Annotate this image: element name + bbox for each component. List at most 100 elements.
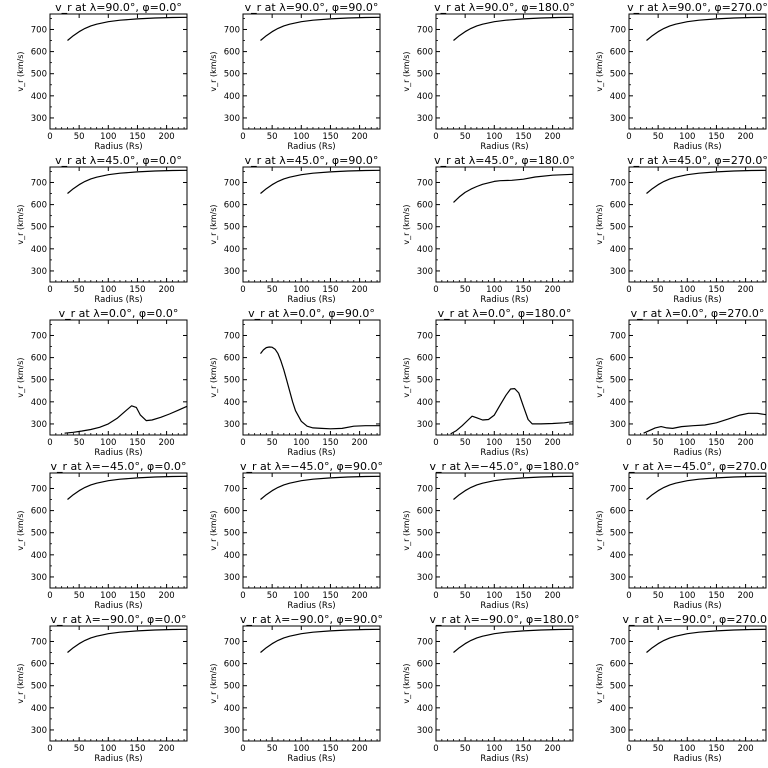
subplot-2: v_r at λ=90.0°, φ=90.0° 0 50 100 150 200 300 40… [209,1,381,152]
x-tick-label: 50 [653,285,664,295]
y-tick-label: 300 [610,114,626,124]
y-tick-label: 700 [224,637,240,647]
y-tick-label: 300 [224,267,240,277]
x-tick-label: 50 [653,744,664,754]
x-tick-label: 100 [486,438,502,448]
x-tick-label: 150 [708,438,724,448]
x-tick-label: 50 [460,438,471,448]
x-axis-label: Radius (Rs) [94,295,142,305]
x-axis-label: Radius (Rs) [673,295,721,305]
subplot-title: v_r at λ=0.0°, φ=90.0° [248,307,375,320]
y-tick-label: 300 [31,573,47,583]
x-tick-label: 50 [267,438,278,448]
x-tick-label: 200 [351,285,367,295]
y-tick-label: 300 [224,573,240,583]
subplot-16: v_r at λ=−45.0°, φ=270.0° 0 50 100 150 200 300… [595,460,768,611]
x-tick-label: 200 [351,132,367,142]
x-tick-label: 200 [737,591,753,601]
y-tick-label: 300 [31,267,47,277]
plot-frame [435,319,574,436]
y-axis-label: v_r (km/s) [402,510,411,550]
x-tick-label: 150 [129,438,145,448]
y-tick-label: 400 [224,704,240,714]
subplot-10: v_r at λ=0.0°, φ=90.0° 0 50 100 150 200 300 400… [209,307,381,458]
y-axis-label: v_r (km/s) [402,663,411,703]
series-line-1 [64,405,188,434]
x-tick-label: 100 [293,438,309,448]
y-axis-label: v_r (km/s) [16,51,25,91]
subplot-8: v_r at λ=45.0°, φ=270.0° 0 50 100 150 200 300 4… [595,154,768,305]
subplot-title: v_r at λ=0.0°, φ=180.0° [438,307,572,320]
x-tick-label: 200 [544,438,560,448]
y-tick-label: 400 [31,398,47,408]
subplot-title: v_r at λ=−90.0°, φ=90.0° [240,613,383,626]
subplot-18: v_r at λ=−90.0°, φ=90.0° 0 50 100 150 200 300 4… [209,613,383,764]
y-tick-label: 400 [417,92,433,102]
x-axis-label: Radius (Rs) [480,448,528,458]
x-tick-label: 200 [737,132,753,142]
x-tick-label: 150 [515,438,531,448]
y-tick-label: 300 [224,420,240,430]
x-tick-label: 150 [708,591,724,601]
x-axis-label: Radius (Rs) [673,754,721,764]
y-tick-label: 300 [224,726,240,736]
x-tick-label: 200 [158,285,174,295]
subplot-title: v_r at λ=−45.0°, φ=270.0° [623,460,768,473]
subplot-title: v_r at λ=0.0°, φ=0.0° [59,307,179,320]
subplot-12: v_r at λ=0.0°, φ=270.0° 0 50 100 150 200 300 40… [595,307,767,458]
plot-frame [242,319,381,436]
y-tick-label: 400 [224,92,240,102]
y-tick-label: 400 [610,92,626,102]
x-tick-label: 200 [158,591,174,601]
y-tick-label: 600 [224,660,240,670]
subplot-6: v_r at λ=45.0°, φ=90.0° 0 50 100 150 200 300 40… [209,154,381,305]
y-tick-label: 400 [610,245,626,255]
x-tick-label: 100 [679,285,695,295]
y-tick-label: 300 [417,726,433,736]
y-tick-label: 700 [417,178,433,188]
y-tick-label: 700 [610,637,626,647]
y-axis-label: v_r (km/s) [16,357,25,397]
x-tick-label: 200 [544,285,560,295]
subplot-13: v_r at λ=−45.0°, φ=0.0° 0 50 100 150 200 300 40… [16,460,188,611]
x-tick-label: 50 [653,591,664,601]
x-tick-label: 0 [626,744,631,754]
series-line-1 [453,16,574,41]
x-tick-label: 0 [626,132,631,142]
y-tick-label: 400 [610,551,626,561]
plot-frame [435,472,574,589]
y-tick-label: 700 [224,25,240,35]
y-tick-label: 400 [610,398,626,408]
x-axis-label: Radius (Rs) [480,142,528,152]
x-tick-label: 150 [129,132,145,142]
y-tick-label: 600 [224,507,240,517]
x-axis-label: Radius (Rs) [480,601,528,611]
y-tick-label: 400 [417,551,433,561]
y-tick-label: 600 [417,201,433,211]
x-tick-label: 150 [322,744,338,754]
x-tick-label: 150 [322,285,338,295]
y-axis-label: v_r (km/s) [16,510,25,550]
x-tick-label: 100 [293,744,309,754]
y-tick-label: 300 [417,420,433,430]
y-tick-label: 500 [224,223,240,233]
x-axis-label: Radius (Rs) [673,601,721,611]
subplot-title: v_r at λ=90.0°, φ=270.0° [627,1,768,14]
x-tick-label: 0 [47,591,52,601]
y-tick-label: 300 [31,726,47,736]
y-tick-label: 600 [610,507,626,517]
x-tick-label: 50 [74,285,85,295]
x-tick-label: 150 [708,285,724,295]
x-axis-label: Radius (Rs) [94,601,142,611]
y-tick-label: 600 [31,201,47,211]
y-tick-label: 700 [31,25,47,35]
x-tick-label: 50 [74,744,85,754]
subplot-9: v_r at λ=0.0°, φ=0.0° 0 50 100 150 200 300 400 5… [16,307,188,458]
x-tick-label: 0 [47,744,52,754]
y-axis-label: v_r (km/s) [402,51,411,91]
plot-frame [242,625,381,742]
plot-frame [49,319,188,436]
y-tick-label: 600 [417,354,433,364]
subplot-title: v_r at λ=−90.0°, φ=0.0° [51,613,187,626]
subplot-20: v_r at λ=−90.0°, φ=270.0° 0 50 100 150 200 300… [595,613,768,764]
